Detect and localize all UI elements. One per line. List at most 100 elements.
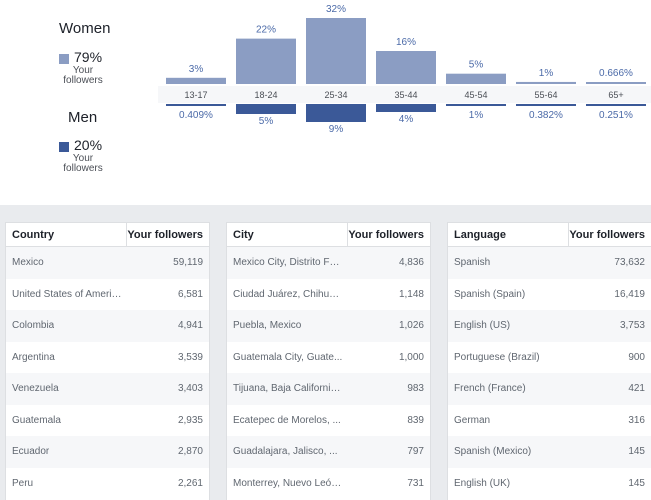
country-cell: Argentina bbox=[12, 351, 55, 363]
country-table-body: Mexico 59,119 United States of America 6,5… bbox=[6, 247, 209, 499]
table-row: Guatemala City, Guate... 1,000 bbox=[227, 342, 430, 374]
followers-cell: 4,941 bbox=[177, 320, 203, 331]
men-value-label: 1% bbox=[469, 110, 484, 121]
women-bar-45-54[interactable] bbox=[446, 73, 506, 84]
followers-cell: 1,000 bbox=[398, 351, 424, 363]
women-swatch bbox=[59, 54, 69, 64]
women-value-label: 1% bbox=[539, 68, 554, 79]
age-tick-label: 13-17 bbox=[184, 90, 207, 100]
men-sub-followers: followers bbox=[63, 163, 103, 174]
age-tick-label: 25-34 bbox=[324, 90, 347, 100]
language-table-header: Language Your followers bbox=[448, 223, 651, 247]
followers-tables: Country Your followers Mexico 59,119 Unit… bbox=[5, 222, 651, 500]
table-row: Portuguese (Brazil) 900 bbox=[448, 342, 651, 374]
age-tick-label: 45-54 bbox=[464, 90, 487, 100]
language-column-header[interactable]: Language bbox=[454, 229, 506, 241]
table-row: Ciudad Juárez, Chihua... 1,148 bbox=[227, 279, 430, 311]
table-row: French (France) 421 bbox=[448, 373, 651, 405]
men-value-label: 0.382% bbox=[529, 110, 563, 121]
table-row: Mexico 59,119 bbox=[6, 247, 209, 279]
table-row: Tijuana, Baja California... 983 bbox=[227, 373, 430, 405]
men-bar-13-17[interactable] bbox=[166, 104, 226, 106]
women-value-label: 5% bbox=[469, 60, 484, 71]
table-row: Ecuador 2,870 bbox=[6, 436, 209, 468]
men-swatch bbox=[59, 142, 69, 152]
followers-cell: 1,148 bbox=[398, 288, 424, 300]
country-cell: Ecuador bbox=[12, 446, 50, 457]
women-legend-title: Women bbox=[59, 20, 111, 37]
city-table-header: City Your followers bbox=[227, 223, 430, 247]
city-cell: Tijuana, Baja California... bbox=[233, 383, 343, 394]
women-value-label: 16% bbox=[396, 37, 416, 48]
table-row: Mexico City, Distrito Fe... 4,836 bbox=[227, 247, 430, 279]
followers-column-header[interactable]: Your followers bbox=[127, 229, 203, 241]
city-column-header[interactable]: City bbox=[233, 229, 254, 241]
table-row: Guadalajara, Jalisco, ... 797 bbox=[227, 436, 430, 468]
language-cell: French (France) bbox=[454, 383, 526, 394]
women-bar-18-24[interactable] bbox=[236, 38, 296, 84]
women-value-label: 0.666% bbox=[599, 68, 633, 79]
followers-column-header[interactable]: Your followers bbox=[569, 229, 645, 241]
header-divider bbox=[347, 223, 348, 247]
table-row: Venezuela 3,403 bbox=[6, 373, 209, 405]
age-gender-chart: 13-17 18-24 25-34 35-44 45-54 55-64 65+ 3% 0.40… bbox=[158, 4, 651, 135]
table-row: Peru 2,261 bbox=[6, 468, 209, 500]
table-row: Spanish (Mexico) 145 bbox=[448, 436, 651, 468]
followers-cell: 731 bbox=[407, 477, 424, 489]
men-value-label: 9% bbox=[329, 124, 344, 135]
men-bar-18-24[interactable] bbox=[236, 104, 296, 114]
followers-cell: 983 bbox=[407, 383, 424, 394]
followers-cell: 1,026 bbox=[398, 320, 424, 331]
language-cell: Portuguese (Brazil) bbox=[454, 351, 540, 363]
men-bar-35-44[interactable] bbox=[376, 104, 436, 112]
women-bar-35-44[interactable] bbox=[376, 51, 436, 84]
table-row: Ecatepec de Morelos, ... 839 bbox=[227, 405, 430, 437]
country-column-header[interactable]: Country bbox=[12, 229, 55, 241]
women-value-label: 3% bbox=[189, 64, 204, 75]
table-row: English (US) 3,753 bbox=[448, 310, 651, 342]
men-bar-55-64[interactable] bbox=[516, 104, 576, 106]
men-value-label: 5% bbox=[259, 116, 274, 127]
followers-cell: 797 bbox=[407, 446, 424, 457]
table-row: Argentina 3,539 bbox=[6, 342, 209, 374]
header-divider bbox=[126, 223, 127, 247]
city-cell: Ecatepec de Morelos, ... bbox=[233, 414, 341, 426]
city-cell: Ciudad Juárez, Chihua... bbox=[233, 288, 343, 300]
women-value-label: 22% bbox=[256, 25, 276, 36]
men-value-label: 4% bbox=[399, 114, 414, 125]
followers-cell: 16,419 bbox=[614, 288, 645, 300]
country-cell: Peru bbox=[12, 477, 34, 489]
table-row: Guatemala 2,935 bbox=[6, 405, 209, 437]
country-cell: Venezuela bbox=[12, 383, 59, 394]
followers-cell: 59,119 bbox=[173, 257, 203, 268]
table-row: Spanish 73,632 bbox=[448, 247, 651, 279]
city-cell: Mexico City, Distrito Fe... bbox=[233, 257, 343, 268]
demographics-panel: 13-17 18-24 25-34 35-44 45-54 55-64 65+ 3% 0.40… bbox=[0, 0, 651, 205]
language-cell: Spanish (Mexico) bbox=[454, 446, 532, 457]
followers-column-header[interactable]: Your followers bbox=[348, 229, 424, 241]
table-row: English (UK) 145 bbox=[448, 468, 651, 500]
men-sub-your: Your bbox=[72, 153, 94, 164]
language-cell: English (US) bbox=[454, 320, 511, 331]
city-cell: Guadalajara, Jalisco, ... bbox=[233, 446, 338, 457]
women-bar-25-34[interactable] bbox=[306, 18, 366, 84]
city-table-body: Mexico City, Distrito Fe... 4,836 Ciudad … bbox=[227, 247, 430, 499]
women-bar-13-17[interactable] bbox=[166, 77, 226, 84]
followers-cell: 145 bbox=[628, 446, 645, 457]
country-cell: Colombia bbox=[12, 320, 55, 331]
country-cell: United States of America bbox=[12, 288, 122, 300]
men-value-label: 0.409% bbox=[179, 110, 213, 121]
table-row: Puebla, Mexico 1,026 bbox=[227, 310, 430, 342]
women-bar-55-64[interactable] bbox=[516, 81, 576, 84]
men-bar-65+[interactable] bbox=[586, 104, 646, 106]
men-value-label: 0.251% bbox=[599, 110, 633, 121]
men-bar-25-34[interactable] bbox=[306, 104, 366, 122]
followers-cell: 316 bbox=[628, 414, 645, 426]
language-cell: Spanish bbox=[454, 257, 491, 268]
followers-cell: 3,403 bbox=[177, 383, 203, 394]
age-tick-label: 65+ bbox=[608, 90, 623, 100]
followers-cell: 3,539 bbox=[177, 351, 203, 363]
followers-cell: 839 bbox=[407, 414, 424, 426]
men-bar-45-54[interactable] bbox=[446, 104, 506, 106]
women-bar-65+[interactable] bbox=[586, 82, 646, 84]
